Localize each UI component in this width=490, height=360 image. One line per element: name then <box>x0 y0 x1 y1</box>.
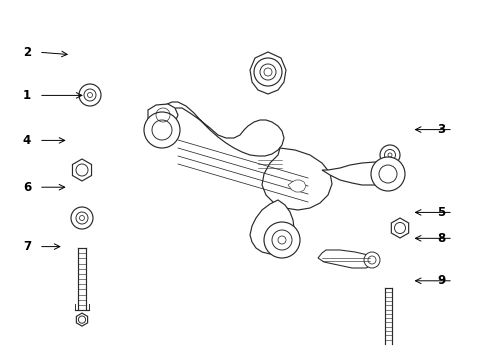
Circle shape <box>364 252 380 268</box>
Polygon shape <box>76 313 88 326</box>
Polygon shape <box>73 159 92 181</box>
Circle shape <box>371 157 405 191</box>
Polygon shape <box>288 180 306 192</box>
Text: 2: 2 <box>23 46 31 59</box>
Text: 3: 3 <box>437 123 445 136</box>
Text: 7: 7 <box>23 240 31 253</box>
Circle shape <box>264 222 300 258</box>
Text: 5: 5 <box>437 206 445 219</box>
Circle shape <box>144 112 180 148</box>
Polygon shape <box>250 200 294 254</box>
Text: 6: 6 <box>23 181 31 194</box>
Circle shape <box>380 145 400 165</box>
Polygon shape <box>318 250 374 268</box>
Polygon shape <box>148 104 178 126</box>
Text: 4: 4 <box>23 134 31 147</box>
Polygon shape <box>322 162 395 185</box>
Polygon shape <box>262 148 332 210</box>
Polygon shape <box>148 102 284 156</box>
Polygon shape <box>250 52 286 94</box>
Polygon shape <box>392 218 409 238</box>
Text: 1: 1 <box>23 89 31 102</box>
Text: 9: 9 <box>437 274 445 287</box>
Circle shape <box>71 207 93 229</box>
Circle shape <box>254 58 282 86</box>
Text: 8: 8 <box>437 232 445 245</box>
Circle shape <box>79 84 101 106</box>
